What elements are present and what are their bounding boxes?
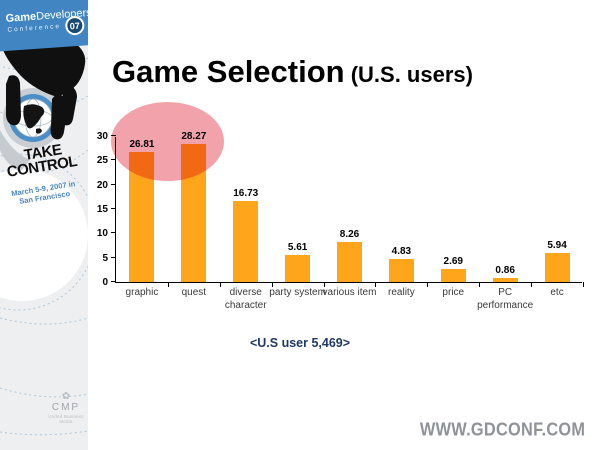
x-axis-tick (375, 282, 377, 287)
gdc-year-badge: 07 (64, 15, 85, 36)
hand-silhouette (0, 42, 86, 140)
bar-value-label: 8.26 (339, 228, 360, 240)
bar (337, 241, 362, 282)
x-axis-label: diverse character (224, 287, 267, 311)
sidebar: GameDevelopers Conference 07 TAKE CONTRO… (0, 0, 88, 450)
y-axis-tick (111, 232, 116, 234)
x-axis-tick (583, 282, 584, 287)
y-axis-tick (111, 256, 116, 258)
x-axis-label: etc (550, 287, 564, 298)
bar-value-label: 5.61 (287, 241, 308, 253)
y-axis-tick-label: 30 (96, 131, 108, 142)
bar (388, 258, 414, 282)
y-axis-tick (111, 208, 116, 209)
x-axis-tick (323, 282, 325, 287)
y-axis-tick (111, 183, 116, 185)
highlight-ellipse (111, 102, 224, 181)
x-axis-tick (427, 282, 429, 287)
white-circle-backdrop (0, 169, 88, 301)
x-axis-tick (479, 282, 481, 287)
bar (285, 254, 311, 282)
slide-title: Game Selection (U.S. users) (112, 53, 473, 90)
y-axis-tick-label: 0 (102, 277, 108, 288)
x-axis-label: price (442, 287, 465, 298)
slide-title-sub: (U.S. users) (344, 62, 473, 87)
x-axis-tick (531, 282, 533, 287)
y-axis-tick-label: 20 (96, 179, 108, 191)
cmp-logo-name: CMP (51, 402, 81, 413)
bar-value-label: 2.69 (443, 255, 463, 267)
conference-url: WWW.GDCONF.COM (419, 419, 585, 440)
gdc-logo-conference: Conference (7, 23, 62, 34)
x-axis-label: various item (322, 287, 377, 298)
slide-title-main: Game Selection (112, 54, 345, 89)
cmp-logo-subtext: United Business Media (48, 414, 84, 424)
y-axis-tick (111, 159, 116, 161)
cmp-logo: ✿ CMP United Business Media (44, 391, 88, 425)
x-axis-label: party system (269, 287, 326, 298)
x-axis-tick (219, 282, 221, 287)
x-axis-tick (271, 282, 273, 287)
bar (492, 277, 518, 282)
x-axis-label: reality (388, 287, 415, 298)
y-axis-tick (111, 281, 116, 282)
globe-continent (23, 104, 45, 129)
bar (544, 253, 570, 282)
bar-value-label: 16.73 (233, 187, 259, 199)
x-axis-label: PC performance (477, 287, 534, 311)
x-axis-label: quest (181, 287, 207, 298)
gdc-logo-badge: GameDevelopers Conference 07 (0, 0, 88, 52)
x-axis-label: graphic (125, 287, 159, 298)
x-axis-tick (167, 282, 169, 287)
y-axis-tick-label: 5 (102, 252, 108, 264)
plot-area: 05101520253026.81graphic28.27quest16.73d… (97, 102, 584, 311)
bar (440, 268, 466, 282)
bar-value-label: 5.94 (547, 240, 567, 252)
bar-value-label: 4.83 (391, 245, 412, 257)
bar-value-label: 0.86 (495, 264, 515, 276)
chart-caption: <U.S user 5,469> (249, 336, 351, 350)
hand-globe-graphic (0, 42, 86, 172)
y-axis-tick-label: 10 (96, 228, 108, 240)
gdc-logo-brand-bold: Game (5, 10, 37, 25)
y-axis-tick-label: 15 (96, 204, 108, 215)
cmp-laurel-icon: ✿ (61, 391, 71, 402)
y-axis-tick-label: 25 (96, 155, 108, 167)
bar (233, 200, 259, 282)
